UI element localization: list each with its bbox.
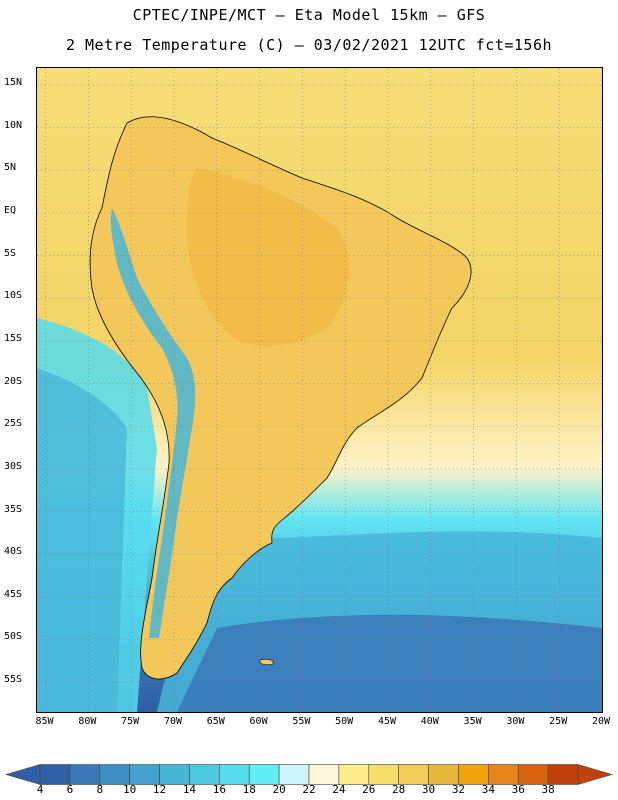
longitude-label: 60W — [249, 716, 268, 727]
colorbar-swatch — [308, 764, 340, 785]
latitude-label: 30S — [4, 460, 23, 472]
colorbar-tick-label: 34 — [481, 783, 495, 796]
latitude-label: EQ — [4, 205, 17, 216]
colorbar-tick-label: 26 — [362, 783, 376, 796]
longitude-label: 30W — [506, 716, 525, 727]
latitude-label: 5S — [4, 247, 17, 259]
colorbar-tick-label: 28 — [392, 783, 406, 796]
longitude-label: 55W — [292, 716, 311, 727]
colorbar-swatch — [99, 764, 130, 785]
colorbar-swatch — [129, 764, 160, 785]
colorbar-tick-label: 38 — [541, 783, 555, 796]
andes-cold-ridge — [110, 208, 196, 638]
colorbar-tick-label: 12 — [152, 783, 167, 796]
colorbar-swatch — [159, 764, 190, 785]
colorbar-swatch — [428, 764, 459, 785]
latitude-label: 45S — [4, 588, 23, 600]
colorbar-tick-label: 18 — [242, 783, 256, 796]
colorbar-tick-label: 8 — [96, 783, 104, 796]
graticule — [37, 68, 602, 712]
colorbar-swatch — [547, 764, 579, 785]
colorbar-tick-label: 14 — [182, 783, 197, 796]
colorbar-swatch — [517, 764, 549, 785]
colorbar-swatch — [248, 764, 280, 785]
colorbar-low-arrow — [4, 764, 41, 785]
southern-ocean-zone — [177, 614, 602, 712]
longitude-label: 70W — [163, 716, 182, 727]
latitude-label: 5N — [4, 162, 17, 174]
colorbar-tick-label: 32 — [451, 783, 466, 796]
longitude-label: 65W — [206, 716, 225, 727]
longitude-label: 20W — [591, 716, 611, 727]
latitude-label: 15N — [4, 77, 23, 89]
colorbar-tick-label: 20 — [272, 783, 286, 796]
colorbar-swatch — [338, 764, 370, 785]
colorbar-high-arrow — [577, 764, 614, 785]
south-america-landmass — [89, 116, 472, 680]
colorbar-tick-label: 16 — [212, 783, 226, 796]
colorbar-swatch — [39, 764, 71, 785]
map-title: CPTEC/INPE/MCT – Eta Model 15km – GFS — [132, 6, 486, 24]
latitude-label: 35S — [4, 503, 23, 515]
colorbar — [4, 764, 614, 785]
colorbar-swatch — [278, 764, 310, 785]
map-subtitle: 2 Metre Temperature (C) – 03/02/2021 12U… — [65, 36, 553, 54]
latitude-label: 10S — [4, 290, 23, 302]
longitude-label: 40W — [420, 716, 439, 727]
latitude-label: 20S — [4, 375, 23, 387]
colorbar-swatch — [398, 764, 429, 785]
colorbar-tick-label: 22 — [302, 783, 316, 796]
latitude-label: 50S — [4, 631, 23, 643]
colorbar-swatch — [458, 764, 489, 785]
longitude-label: 50W — [335, 716, 354, 727]
longitude-label: 45W — [377, 716, 397, 727]
longitude-label: 80W — [78, 716, 97, 727]
longitude-label: 85W — [35, 716, 54, 727]
latitude-label: 15S — [4, 332, 23, 344]
amazon-warm-zone — [187, 168, 350, 346]
pacific-cold-zone — [37, 368, 127, 712]
latitude-label: 10N — [4, 119, 23, 131]
colorbar-swatch — [219, 764, 250, 785]
longitude-label: 75W — [121, 716, 140, 727]
colorbar-tick-label: 4 — [36, 783, 44, 796]
longitude-label: 35W — [463, 716, 482, 727]
latitude-label: 55S — [4, 674, 23, 686]
colorbar-tick-label: 30 — [421, 783, 436, 796]
colorbar-swatch — [189, 764, 220, 785]
longitude-label: 25W — [549, 716, 568, 727]
colorbar-tick-label: 36 — [511, 783, 525, 796]
falkland-islands — [259, 658, 274, 666]
map-frame — [36, 67, 603, 713]
colorbar-tick-label: 6 — [66, 783, 74, 796]
colorbar-swatch — [368, 764, 399, 785]
colorbar-swatch — [488, 764, 519, 785]
colorbar-tick-label: 24 — [332, 783, 346, 796]
colorbar-swatch — [69, 764, 101, 785]
latitude-label: 25S — [4, 418, 23, 430]
latitude-label: 40S — [4, 546, 23, 558]
temperature-map — [37, 68, 602, 712]
colorbar-tick-label: 10 — [123, 783, 137, 796]
